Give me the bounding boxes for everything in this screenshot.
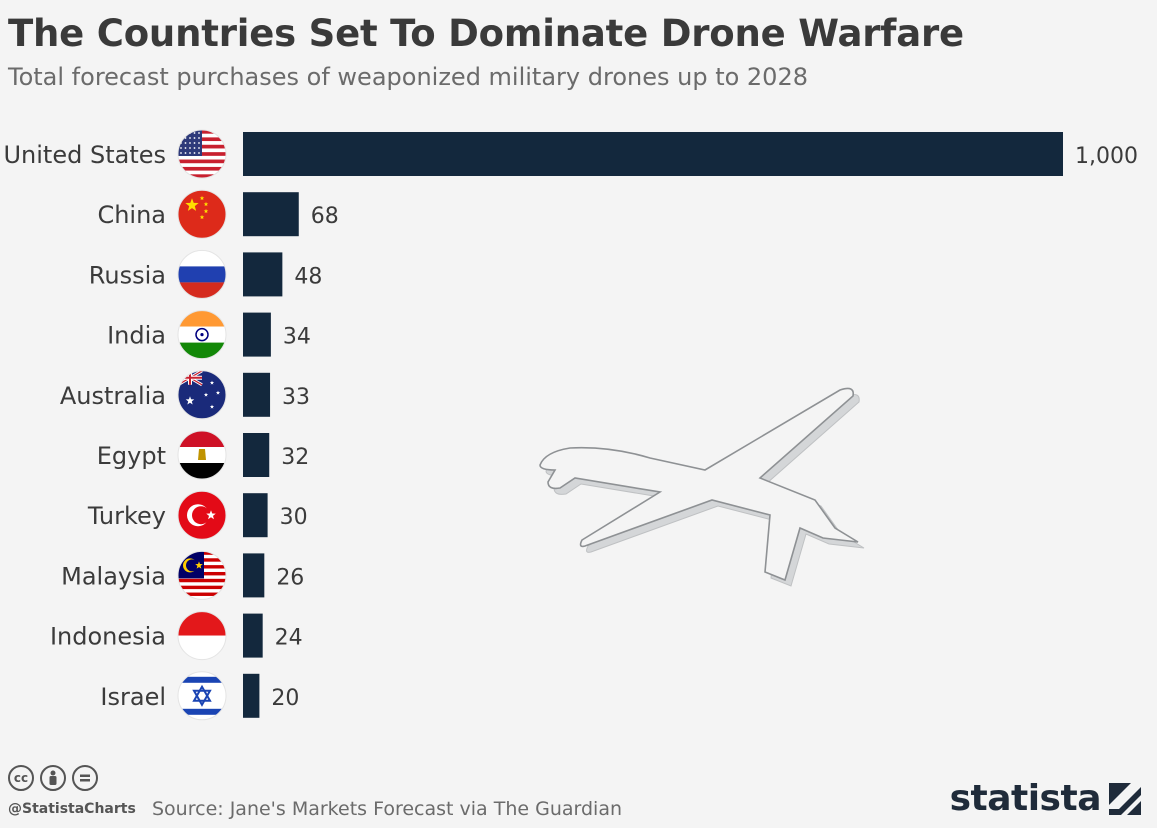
bar: [243, 553, 265, 598]
value-label: 68: [311, 204, 339, 229]
us-flag-icon: [177, 129, 227, 179]
bar: [243, 493, 268, 538]
china-flag-icon: [177, 189, 227, 239]
category-label: United States: [3, 141, 166, 169]
statista-logo: statista: [950, 778, 1141, 819]
chart-row: India 34: [107, 310, 311, 360]
chart-title: The Countries Set To Dominate Drone Warf…: [8, 12, 964, 55]
turkey-flag-icon: [177, 490, 227, 540]
bar: [243, 372, 271, 417]
egypt-flag-icon: [177, 430, 227, 480]
category-label: China: [97, 201, 166, 229]
statista-wordmark: statista: [949, 778, 1102, 819]
israel-flag-icon: [177, 671, 227, 721]
chart-row: Indonesia 24: [50, 611, 303, 661]
chart-row: Turkey 30: [87, 490, 308, 540]
bar: [243, 673, 260, 718]
statista-logo-icon: [1109, 782, 1141, 815]
bar: [243, 192, 299, 237]
bar: [243, 433, 270, 477]
statista-handle: @StatistaCharts: [8, 801, 136, 817]
chart-row: China 68: [97, 189, 339, 239]
chart-row: Australia 33: [60, 370, 310, 420]
value-label: 26: [276, 565, 304, 590]
category-label: Egypt: [97, 442, 166, 470]
value-label: 1,000: [1075, 144, 1138, 169]
source-text: Source: Jane's Markets Forecast via The …: [152, 798, 623, 820]
value-label: 48: [294, 264, 322, 289]
category-label: India: [107, 322, 166, 350]
chart-row: Israel 20: [100, 671, 299, 721]
value-label: 32: [281, 445, 309, 470]
value-label: 30: [280, 505, 308, 530]
india-flag-icon: [177, 310, 227, 360]
by-icon: [40, 765, 66, 791]
bar-chart: United States 1,000 China 68 Russia 48 India 34…: [3, 129, 1138, 721]
bar: [243, 252, 283, 297]
russia-flag-icon: [177, 249, 227, 299]
cc-icon: cc: [8, 765, 34, 791]
category-label: Russia: [89, 261, 166, 289]
chart-row: United States 1,000: [3, 129, 1138, 179]
license-icons: cc: [8, 765, 98, 791]
value-label: 34: [283, 325, 311, 350]
drone-icon: [539, 387, 865, 587]
category-label: Malaysia: [61, 562, 166, 590]
category-label: Israel: [100, 683, 166, 711]
chart-row: Malaysia 26: [61, 550, 304, 600]
category-label: Australia: [60, 382, 166, 410]
bar: [243, 132, 1063, 176]
category-label: Indonesia: [50, 623, 166, 651]
chart-row: Egypt 32: [97, 430, 309, 480]
bar: [243, 613, 263, 658]
category-label: Turkey: [87, 502, 166, 530]
chart-row: Russia 48: [89, 249, 322, 299]
malaysia-flag-icon: [177, 550, 227, 600]
bar: [243, 312, 271, 357]
value-label: 20: [271, 686, 299, 711]
nd-icon: [72, 765, 98, 791]
value-label: 24: [275, 626, 303, 651]
indonesia-flag-icon: [177, 611, 227, 661]
australia-flag-icon: [177, 370, 227, 420]
value-label: 33: [282, 385, 310, 410]
chart-subtitle: Total forecast purchases of weaponized m…: [8, 63, 808, 91]
